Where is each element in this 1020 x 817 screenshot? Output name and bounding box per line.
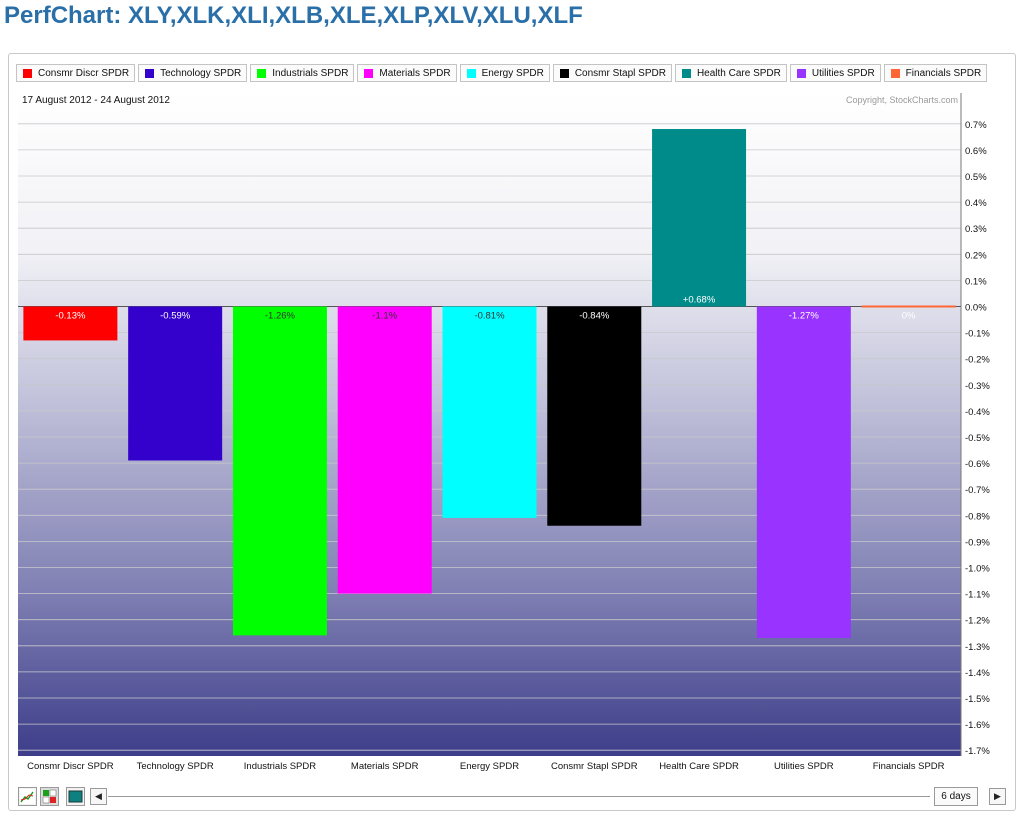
legend-label: Health Care SPDR [696, 67, 781, 79]
legend-swatch [681, 68, 691, 78]
x-tick-label: Industrials SPDR [244, 761, 316, 772]
legend-label: Technology SPDR [160, 67, 242, 79]
legend-label: Financials SPDR [905, 67, 982, 79]
legend-swatch [466, 68, 476, 78]
chevron-left-icon: ◀ [95, 791, 102, 801]
legend-swatch [559, 68, 569, 78]
legend-item-4[interactable]: Energy SPDR [459, 64, 550, 82]
y-tick-label: 0.7% [965, 120, 987, 131]
line-chart-icon [20, 789, 35, 804]
legend-label: Industrials SPDR [272, 67, 349, 79]
x-tick-label: Utilities SPDR [774, 761, 834, 772]
y-tick-label: 0.2% [965, 250, 987, 261]
histogram-icon [68, 790, 83, 803]
bar-value-label: -0.81% [474, 311, 505, 322]
y-tick-label: -0.2% [965, 355, 990, 366]
chart-toolbar: ◀ 6 days ▶ [16, 786, 1010, 808]
y-tick-label: -1.3% [965, 642, 990, 653]
x-tick-label: Consmr Stapl SPDR [551, 761, 638, 772]
legend-item-3[interactable]: Materials SPDR [357, 64, 457, 82]
legend-label: Consmr Discr SPDR [38, 67, 130, 79]
bar-value-label: -0.84% [579, 311, 610, 322]
x-tick-label: Health Care SPDR [659, 761, 739, 772]
y-tick-label: -1.2% [965, 616, 990, 627]
legend-item-7[interactable]: Utilities SPDR [789, 64, 881, 82]
y-tick-label: -1.4% [965, 668, 990, 679]
bar-0[interactable] [23, 306, 118, 341]
y-tick-label: 0.5% [965, 172, 987, 183]
x-tick-label: Materials SPDR [351, 761, 419, 772]
y-tick-label: -1.5% [965, 694, 990, 705]
bar-chart-toggle-button[interactable] [40, 787, 59, 806]
y-tick-label: -0.8% [965, 511, 990, 522]
legend-item-6[interactable]: Health Care SPDR [674, 64, 787, 82]
y-tick-label: -0.9% [965, 537, 990, 548]
legend-swatch [145, 68, 155, 78]
legend-swatch [23, 68, 32, 78]
bar-value-label: -0.59% [160, 311, 191, 322]
bar-value-label: -1.27% [789, 311, 820, 322]
bar-5[interactable] [547, 306, 642, 526]
y-tick-label: -0.5% [965, 433, 990, 444]
legend-swatch [364, 68, 374, 78]
legend-item-8[interactable]: Financials SPDR [883, 64, 988, 82]
y-tick-label: -1.1% [965, 590, 990, 601]
histogram-button[interactable] [66, 787, 85, 806]
y-tick-label: 0.6% [965, 146, 987, 157]
copyright-label: Copyright, StockCharts.com [846, 95, 958, 105]
y-tick-label: -0.4% [965, 407, 990, 418]
x-tick-label: Energy SPDR [460, 761, 519, 772]
date-slider-track[interactable] [108, 796, 930, 797]
bar-7[interactable] [756, 306, 851, 638]
bar-value-label: -0.13% [55, 311, 86, 322]
y-tick-label: -1.7% [965, 746, 990, 757]
legend-swatch [257, 68, 267, 78]
bar-value-label: 0% [902, 311, 916, 322]
y-tick-label: 0.4% [965, 198, 987, 209]
chart-date-range: 17 August 2012 - 24 August 2012 [22, 95, 170, 106]
period-selector[interactable]: 6 days [934, 787, 978, 806]
bar-8[interactable] [861, 305, 956, 308]
bar-6[interactable] [652, 129, 747, 307]
scroll-left-button[interactable]: ◀ [90, 788, 107, 805]
bar-value-label: -1.26% [265, 311, 296, 322]
y-tick-label: 0.1% [965, 276, 987, 287]
legend-item-2[interactable]: Industrials SPDR [250, 64, 355, 82]
y-tick-label: -0.1% [965, 329, 990, 340]
chevron-right-icon: ▶ [994, 791, 1001, 801]
y-tick-label: 0.0% [965, 303, 987, 314]
y-tick-label: -1.6% [965, 720, 990, 731]
legend-label: Materials SPDR [379, 67, 451, 79]
x-tick-label: Technology SPDR [137, 761, 214, 772]
bar-3[interactable] [337, 306, 432, 594]
y-tick-label: -0.6% [965, 459, 990, 470]
y-tick-label: -0.3% [965, 381, 990, 392]
y-tick-label: 0.3% [965, 224, 987, 235]
bar-chart-toggle-icon [42, 789, 57, 804]
bar-value-label: +0.68% [683, 295, 716, 306]
legend-item-1[interactable]: Technology SPDR [138, 64, 248, 82]
legend-item-5[interactable]: Consmr Stapl SPDR [552, 64, 672, 82]
line-chart-button[interactable] [18, 787, 37, 806]
legend-swatch [890, 68, 900, 78]
legend-item-0[interactable]: Consmr Discr SPDR [16, 64, 136, 82]
x-tick-label: Financials SPDR [873, 761, 945, 772]
legend: Consmr Discr SPDR Technology SPDR Industri… [16, 64, 988, 84]
page-title: PerfChart: XLY,XLK,XLI,XLB,XLE,XLP,XLV,X… [4, 2, 583, 29]
bar-1[interactable] [128, 306, 223, 461]
legend-label: Energy SPDR [481, 67, 544, 79]
bar-value-label: -1.1% [372, 311, 397, 322]
scroll-right-button[interactable]: ▶ [989, 788, 1006, 805]
y-tick-label: -0.7% [965, 485, 990, 496]
legend-swatch [796, 68, 806, 78]
legend-label: Consmr Stapl SPDR [574, 67, 666, 79]
y-tick-label: -1.0% [965, 564, 990, 575]
bar-2[interactable] [232, 306, 327, 636]
x-tick-label: Consmr Discr SPDR [27, 761, 114, 772]
bar-4[interactable] [442, 306, 537, 518]
legend-label: Utilities SPDR [811, 67, 875, 79]
